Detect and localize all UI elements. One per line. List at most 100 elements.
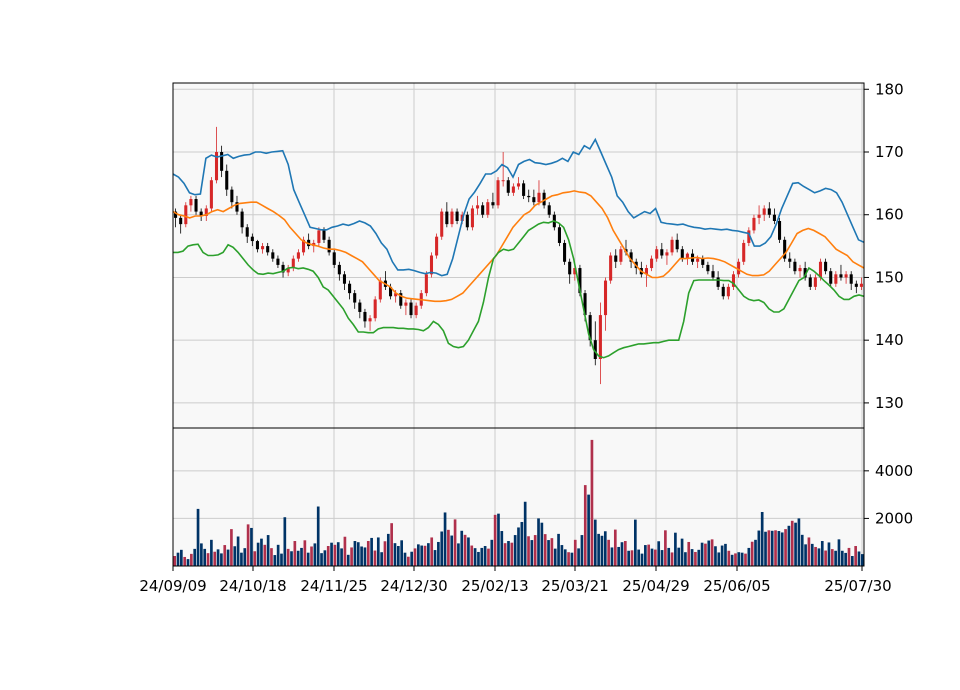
volume-bar: [530, 540, 534, 566]
volume-bar: [400, 540, 403, 566]
x-tick-label: 24/09/09: [139, 577, 206, 595]
volume-bar: [667, 547, 671, 566]
volume-bar: [310, 546, 313, 566]
candle-body: [409, 302, 413, 316]
candle-body: [650, 258, 654, 269]
candle-body: [537, 192, 541, 203]
volume-bar: [637, 549, 641, 566]
volume-bar: [443, 512, 447, 566]
candle-body: [404, 302, 408, 306]
candle-body: [593, 340, 597, 359]
volume-bar: [757, 530, 761, 566]
volume-bar: [613, 529, 617, 566]
volume-bar: [573, 539, 577, 566]
volume-bar: [670, 552, 674, 566]
candle-body: [573, 268, 577, 275]
candle-body: [276, 258, 280, 265]
volume-bar: [607, 539, 610, 566]
volume-bar: [256, 542, 260, 566]
volume-bar: [343, 536, 347, 566]
volume-bar: [300, 547, 303, 566]
candle-body: [793, 261, 797, 272]
candle-body: [670, 239, 674, 253]
volume-bar: [860, 554, 864, 566]
volume-bar: [180, 549, 183, 566]
volume-bar: [223, 545, 227, 566]
volume-bar: [410, 551, 414, 566]
price-y-axis: 130 140 150 160 170 180: [864, 80, 904, 412]
volume-bar: [356, 542, 360, 566]
volume-bar: [376, 537, 380, 566]
volume-bar: [660, 550, 664, 566]
volume-bar: [380, 552, 383, 566]
candle-body: [798, 268, 802, 272]
volume-bar: [570, 552, 574, 566]
volume-bar: [850, 556, 854, 566]
volume-bars: [173, 439, 864, 566]
volume-bar: [623, 541, 627, 566]
volume-bar: [764, 531, 767, 566]
volume-bar: [253, 551, 257, 566]
volume-y-axis: 2000 4000: [864, 462, 913, 527]
volume-y-tick-label: 4000: [875, 462, 913, 480]
volume-bar: [744, 553, 747, 566]
x-tick-label: 25/03/21: [541, 577, 608, 595]
volume-bar: [844, 552, 847, 566]
volume-bar: [730, 554, 734, 566]
candle-body: [598, 315, 602, 359]
candle-body: [563, 242, 567, 262]
volume-bar: [523, 501, 527, 566]
volume-bar: [737, 552, 741, 566]
volume-bar: [834, 550, 837, 566]
volume-bar: [383, 541, 387, 566]
volume-bar: [200, 543, 203, 566]
candle-body: [829, 271, 833, 284]
volume-bar: [366, 541, 370, 566]
volume-bar: [627, 550, 630, 566]
candle-body: [429, 255, 434, 275]
volume-bar: [413, 548, 417, 566]
volume-bar: [804, 544, 807, 566]
volume-bar: [817, 548, 821, 566]
candle-body: [557, 227, 561, 243]
candle-body: [731, 274, 736, 287]
volume-bar: [563, 549, 567, 566]
candle-body: [327, 239, 331, 253]
volume-bar: [704, 543, 707, 566]
candle-body: [455, 211, 459, 221]
candle-body: [209, 180, 213, 209]
candle-body: [266, 246, 270, 253]
candle-body: [281, 264, 285, 273]
candle-body: [788, 258, 792, 262]
volume-bar: [680, 538, 684, 566]
volume-bar: [243, 548, 247, 566]
candle-body: [752, 217, 756, 231]
volume-bar: [800, 534, 804, 566]
volume-bar: [520, 521, 524, 566]
volume-bar: [780, 532, 784, 566]
candle-body: [706, 264, 710, 272]
volume-bar: [557, 533, 560, 566]
volume-bar: [276, 544, 280, 566]
volume-bar: [273, 555, 277, 566]
volume-bar: [500, 531, 504, 566]
volume-bar: [760, 511, 764, 566]
volume-bar: [827, 542, 831, 566]
bollinger-bands: [172, 137, 865, 359]
candle-body: [701, 258, 705, 265]
candle-body: [342, 274, 347, 284]
volume-bar: [717, 552, 721, 566]
candle-body: [189, 199, 193, 206]
candle-body: [301, 239, 306, 253]
volume-bar: [577, 548, 580, 566]
candle-body: [414, 305, 418, 316]
volume-bar: [226, 549, 230, 566]
candle-body: [450, 211, 454, 225]
price-plot-background: [173, 83, 864, 428]
volume-bar: [490, 539, 494, 566]
candle-body: [179, 217, 183, 225]
candle-body: [501, 180, 505, 182]
volume-bar: [403, 552, 407, 566]
candle-body: [834, 274, 838, 284]
volume-bar: [266, 535, 270, 566]
